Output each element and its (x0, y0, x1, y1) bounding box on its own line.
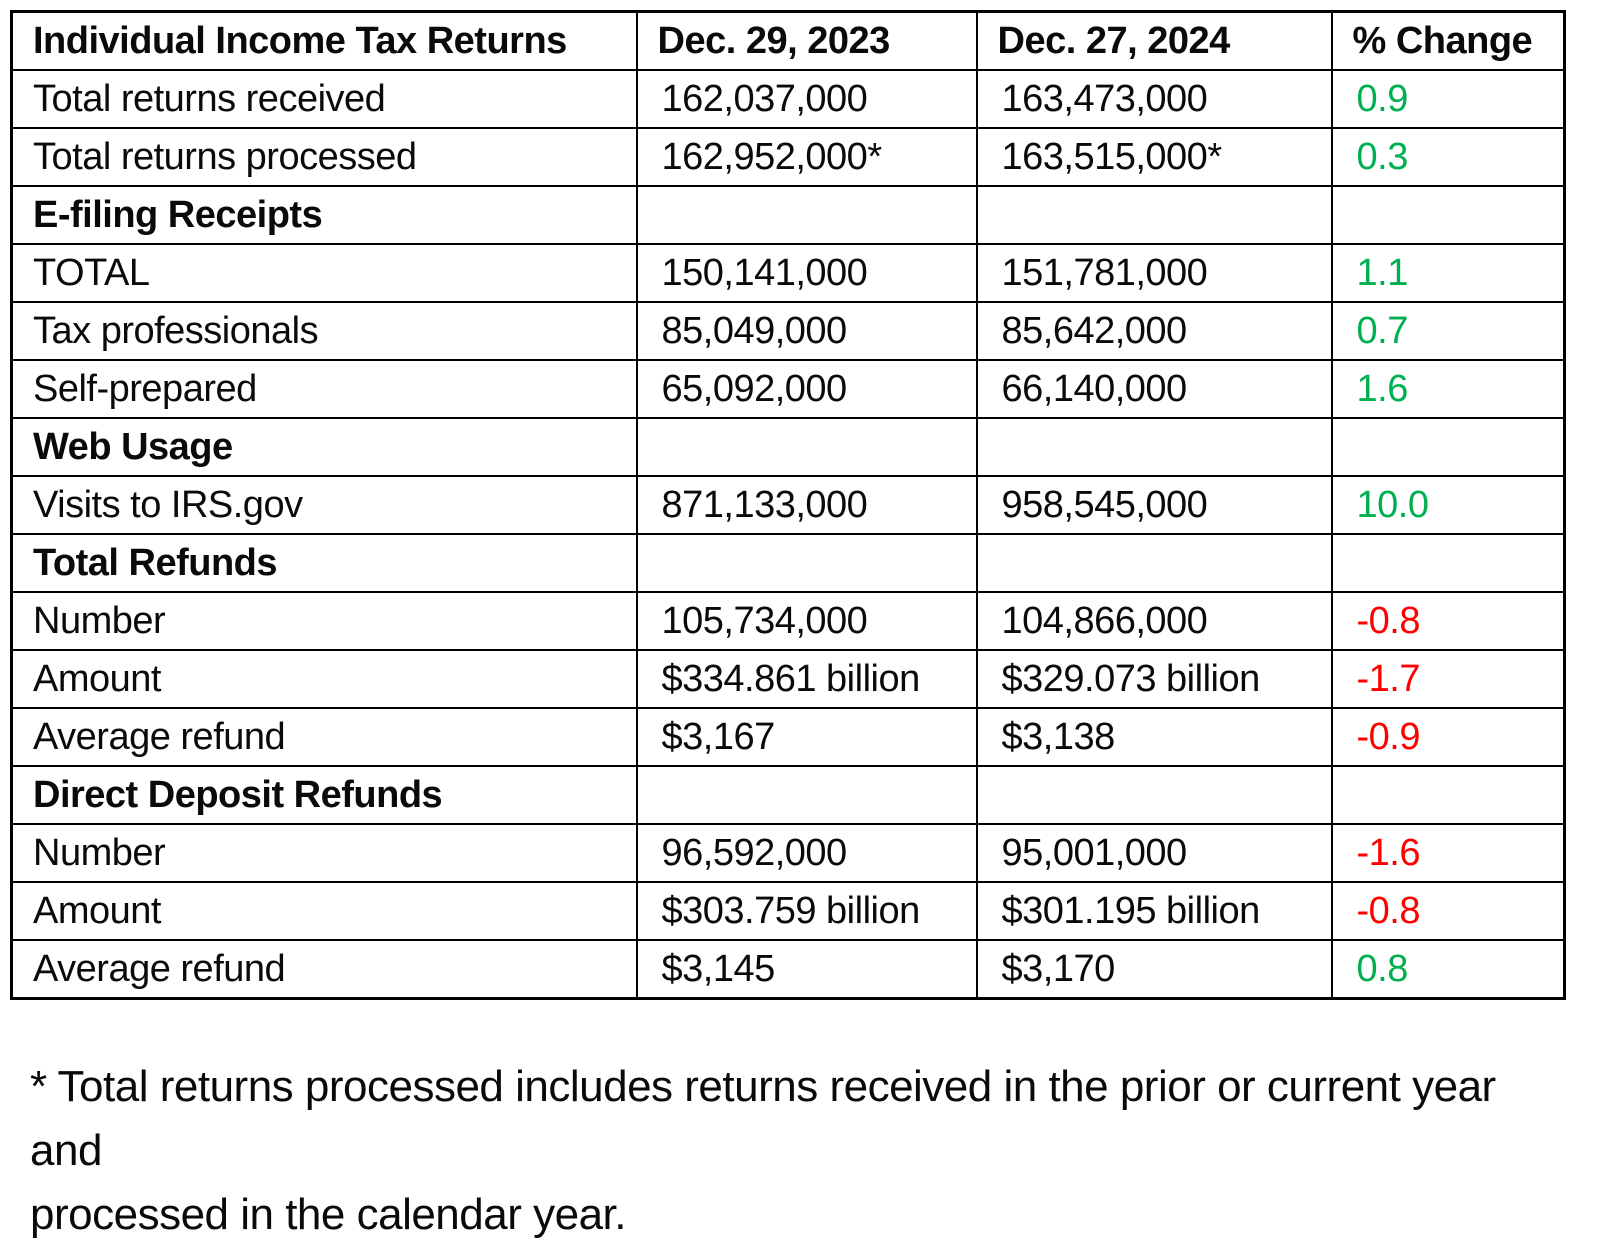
row-label: Average refund (10, 939, 638, 1000)
column-header-2023: Dec. 29, 2023 (635, 10, 978, 71)
row-label: Number (10, 591, 638, 651)
row-label: Self-prepared (10, 359, 638, 419)
table-body: Total returns received 162,037,000 163,473… (10, 69, 1566, 1000)
row-label: Total returns received (10, 69, 638, 129)
table-row: Average refund $3,145 $3,170 0.8 (10, 939, 1566, 1000)
pct-change: 10.0 (1330, 475, 1566, 535)
row-label: E-filing Receipts (10, 185, 638, 245)
table-row: Average refund $3,167 $3,138 -0.9 (10, 707, 1566, 767)
value-2023: 150,141,000 (635, 243, 978, 303)
page: Individual Income Tax Returns Dec. 29, 2… (10, 10, 1566, 1239)
row-label: Amount (10, 649, 638, 709)
value-2024: 163,515,000* (975, 127, 1333, 187)
pct-change: 0.8 (1330, 939, 1566, 1000)
pct-change (1330, 185, 1566, 245)
value-2023 (635, 185, 978, 245)
row-label: TOTAL (10, 243, 638, 303)
pct-change (1330, 533, 1566, 593)
value-2023 (635, 533, 978, 593)
table-header: Individual Income Tax Returns Dec. 29, 2… (10, 10, 1566, 71)
value-2024 (975, 765, 1333, 825)
table-row: Self-prepared 65,092,000 66,140,000 1.6 (10, 359, 1566, 419)
pct-change: -1.6 (1330, 823, 1566, 883)
table-row: Tax professionals 85,049,000 85,642,000 0.7 (10, 301, 1566, 361)
table-row: Amount $303.759 billion $301.195 billion -0… (10, 881, 1566, 941)
value-2024: 85,642,000 (975, 301, 1333, 361)
pct-change: 1.1 (1330, 243, 1566, 303)
table-row: TOTAL 150,141,000 151,781,000 1.1 (10, 243, 1566, 303)
pct-change: 1.6 (1330, 359, 1566, 419)
tax-stats-table: Individual Income Tax Returns Dec. 29, 2… (10, 10, 1566, 1000)
value-2024 (975, 417, 1333, 477)
value-2024: $301.195 billion (975, 881, 1333, 941)
pct-change (1330, 417, 1566, 477)
row-label: Number (10, 823, 638, 883)
row-label: Visits to IRS.gov (10, 475, 638, 535)
value-2023: 871,133,000 (635, 475, 978, 535)
value-2024: 163,473,000 (975, 69, 1333, 129)
row-label: Total Refunds (10, 533, 638, 593)
table-row: Total returns received 162,037,000 163,473… (10, 69, 1566, 129)
column-header-2024: Dec. 27, 2024 (975, 10, 1333, 71)
footnote-line-2: processed in the calendar year. (30, 1190, 627, 1239)
value-2023: 85,049,000 (635, 301, 978, 361)
pct-change: -0.8 (1330, 881, 1566, 941)
value-2023 (635, 765, 978, 825)
column-header-label: Individual Income Tax Returns (10, 10, 638, 71)
value-2024: $329.073 billion (975, 649, 1333, 709)
value-2023: 162,037,000 (635, 69, 978, 129)
pct-change: -0.8 (1330, 591, 1566, 651)
table-row: Number 96,592,000 95,001,000 -1.6 (10, 823, 1566, 883)
footnote-line-1: * Total returns processed includes retur… (30, 1062, 1496, 1175)
row-label: Amount (10, 881, 638, 941)
row-label: Total returns processed (10, 127, 638, 187)
pct-change: 0.7 (1330, 301, 1566, 361)
pct-change: -1.7 (1330, 649, 1566, 709)
value-2023: 65,092,000 (635, 359, 978, 419)
column-header-change: % Change (1330, 10, 1566, 71)
table-row: Amount $334.861 billion $329.073 billion -1… (10, 649, 1566, 709)
value-2024: 95,001,000 (975, 823, 1333, 883)
value-2023: $303.759 billion (635, 881, 978, 941)
row-label: Tax professionals (10, 301, 638, 361)
pct-change: -0.9 (1330, 707, 1566, 767)
row-label: Direct Deposit Refunds (10, 765, 638, 825)
value-2023: $334.861 billion (635, 649, 978, 709)
value-2023 (635, 417, 978, 477)
value-2024: 151,781,000 (975, 243, 1333, 303)
value-2023: 96,592,000 (635, 823, 978, 883)
pct-change: 0.9 (1330, 69, 1566, 129)
value-2024: 958,545,000 (975, 475, 1333, 535)
section-row: Direct Deposit Refunds (10, 765, 1566, 825)
row-label: Web Usage (10, 417, 638, 477)
value-2024: 66,140,000 (975, 359, 1333, 419)
pct-change (1330, 765, 1566, 825)
value-2023: $3,167 (635, 707, 978, 767)
row-label: Average refund (10, 707, 638, 767)
value-2024: 104,866,000 (975, 591, 1333, 651)
section-row: Web Usage (10, 417, 1566, 477)
section-row: Total Refunds (10, 533, 1566, 593)
footnote: * Total returns processed includes retur… (30, 1055, 1575, 1247)
value-2023: 162,952,000* (635, 127, 978, 187)
table-row: Number 105,734,000 104,866,000 -0.8 (10, 591, 1566, 651)
value-2024 (975, 533, 1333, 593)
pct-change: 0.3 (1330, 127, 1566, 187)
table-row: Visits to IRS.gov 871,133,000 958,545,000 1… (10, 475, 1566, 535)
table-row: Total returns processed 162,952,000* 163,5… (10, 127, 1566, 187)
section-row: E-filing Receipts (10, 185, 1566, 245)
header-row: Individual Income Tax Returns Dec. 29, 2… (10, 10, 1566, 71)
value-2024: $3,170 (975, 939, 1333, 1000)
value-2023: $3,145 (635, 939, 978, 1000)
value-2024 (975, 185, 1333, 245)
value-2024: $3,138 (975, 707, 1333, 767)
value-2023: 105,734,000 (635, 591, 978, 651)
